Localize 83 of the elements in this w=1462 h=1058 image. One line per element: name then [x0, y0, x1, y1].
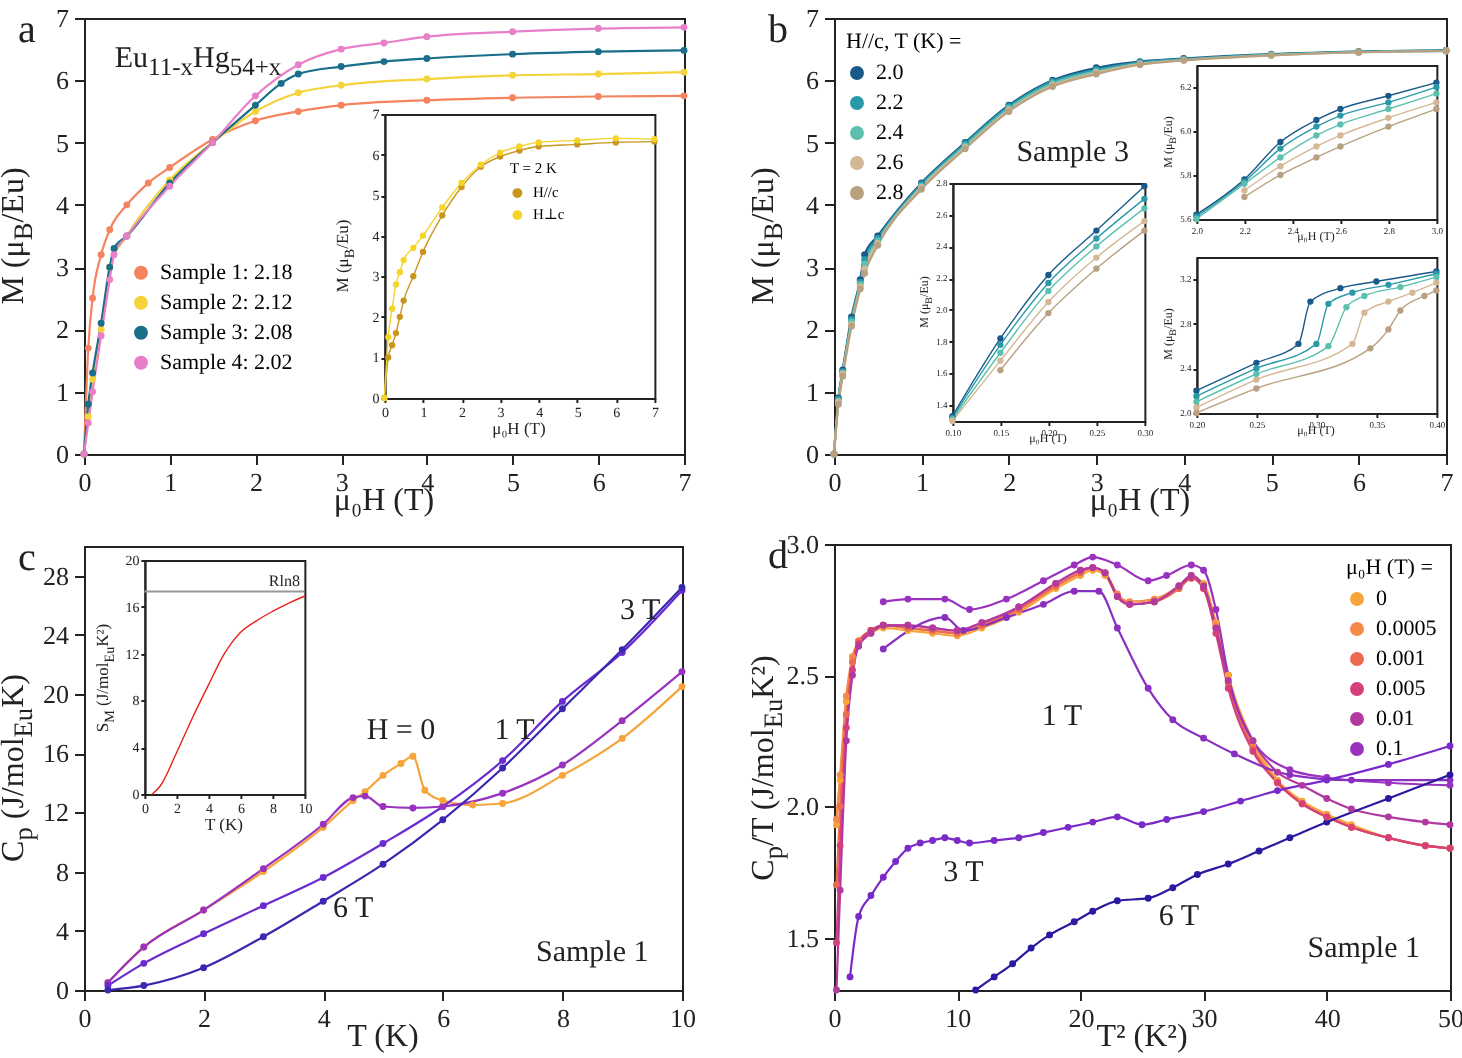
- legend-label: 0.001: [1376, 647, 1426, 671]
- legend-label: Sample 2: 2.12: [160, 290, 293, 315]
- y-tick-label: 7: [806, 3, 820, 33]
- x-axis-title: μ₀H (T): [492, 418, 546, 439]
- y-tick-label: 3.0: [786, 529, 819, 559]
- y-tick-label: 28: [43, 560, 69, 591]
- x-tick-label: 7: [1440, 467, 1455, 497]
- x-tick-label: 5: [507, 467, 521, 497]
- y-tick-label: 5: [806, 127, 819, 158]
- legend-label: 0.1: [1376, 737, 1404, 761]
- x-tick-label: 0: [78, 1003, 92, 1033]
- x-tick-label: 3: [1090, 467, 1104, 497]
- legend-title: H//c, T (K) =: [846, 30, 962, 54]
- annotation: Sample 1: [536, 937, 649, 970]
- y-tick-label: 8: [56, 856, 69, 887]
- y-tick-label: 1.5: [786, 922, 819, 953]
- y-tick-label: 2: [806, 314, 819, 345]
- chart-title: d: [768, 534, 788, 578]
- annotation: 1 T: [494, 715, 535, 748]
- legend-label: 2.2: [876, 91, 904, 115]
- y-tick-label: 3: [806, 252, 819, 283]
- y-tick-label: 16: [43, 738, 70, 769]
- x-tick-label: 10: [670, 1003, 696, 1033]
- x-tick-label: 1: [164, 467, 178, 497]
- legend-label: Sample 4: 2.02: [160, 350, 293, 375]
- y-tick-label: 3: [56, 252, 69, 283]
- x-tick-label: 40: [1314, 1003, 1341, 1033]
- x-tick-label: 20: [1068, 1003, 1095, 1033]
- x-tick-label: 6: [437, 1003, 452, 1033]
- annotation: Sample 1: [1307, 932, 1420, 965]
- annotation: H = 0: [366, 715, 436, 748]
- annotation: Sample 3: [1016, 136, 1129, 169]
- legend-label: Sample 3: 2.08: [160, 320, 294, 345]
- y-tick-label: 4: [56, 915, 70, 946]
- x-tick-label: 0: [78, 467, 92, 497]
- x-tick-label: 7: [678, 467, 693, 497]
- legend-label: 0.005: [1376, 677, 1427, 701]
- chart-title: c: [18, 536, 36, 580]
- annotation: 6 T: [1158, 901, 1200, 934]
- x-tick-label: 2: [249, 467, 263, 497]
- y-tick-label: 6: [806, 65, 820, 96]
- y-tick-label: 7: [56, 3, 70, 33]
- legend-label: 2.4: [876, 121, 905, 145]
- chart-title: a: [18, 8, 36, 52]
- legend-label: Sample 1: 2.18: [160, 260, 294, 285]
- legend-title: μ₀H (T) =: [1346, 556, 1433, 580]
- annotation: Eu$_{11-x}$Hg$_{54+x}$: [114, 42, 282, 81]
- legend-label: 0: [1376, 587, 1388, 611]
- legend-label: 0.0005: [1376, 617, 1438, 641]
- x-tick-label: 2: [198, 1003, 212, 1033]
- annotation: 6 T: [332, 893, 374, 926]
- x-tick-label: 0: [828, 1003, 842, 1033]
- x-tick-label: 1: [915, 467, 929, 497]
- y-tick-label: 0: [56, 975, 69, 1005]
- x-tick-label: 0: [828, 467, 842, 497]
- annotation: 3 T: [619, 595, 661, 628]
- y-tick-label: 6: [56, 65, 70, 96]
- x-tick-label: 3: [335, 467, 349, 497]
- x-tick-label: 30: [1191, 1003, 1218, 1033]
- legend-label: 2.8: [876, 181, 905, 205]
- legend-label: 0.01: [1376, 707, 1415, 731]
- y-tick-label: 5: [56, 127, 69, 158]
- x-axis-title: T (K): [205, 814, 243, 835]
- x-tick-label: 6: [1353, 467, 1368, 497]
- legend-label: 2.6: [876, 151, 905, 175]
- x-tick-label: 4: [317, 1003, 332, 1033]
- y-tick-label: 24: [43, 619, 70, 650]
- x-axis-title: T (K): [347, 1020, 419, 1054]
- ref-line-label: Rln8: [268, 571, 300, 590]
- y-tick-label: 2.5: [786, 660, 819, 691]
- y-tick-label: 20: [43, 679, 69, 709]
- annotation: 1 T: [1041, 700, 1083, 733]
- x-tick-label: 6: [592, 467, 607, 497]
- y-tick-label: 2: [56, 314, 69, 345]
- legend-label: 2.0: [876, 61, 905, 85]
- annotation: 3 T: [943, 857, 984, 890]
- x-tick-label: 5: [1265, 467, 1279, 497]
- x-tick-label: 2: [1003, 467, 1017, 497]
- chart-title: b: [768, 8, 788, 52]
- y-tick-label: 12: [43, 797, 69, 828]
- x-axis-title: T² (K²): [1096, 1020, 1188, 1054]
- x-tick-label: 8: [556, 1003, 570, 1033]
- x-tick-label: 10: [945, 1003, 972, 1033]
